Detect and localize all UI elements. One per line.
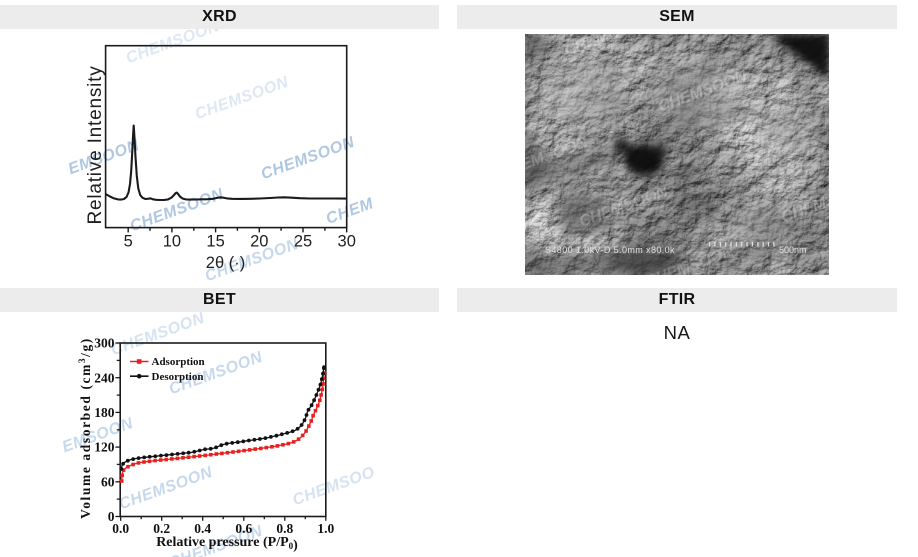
svg-text:5: 5	[124, 233, 133, 251]
svg-text:30: 30	[338, 233, 356, 251]
svg-text:15: 15	[206, 233, 224, 251]
svg-text:60: 60	[101, 474, 115, 489]
svg-text:S4800 1.0kV-D 5.0mm x80.0k: S4800 1.0kV-D 5.0mm x80.0k	[545, 245, 675, 255]
svg-text:120: 120	[94, 440, 115, 455]
svg-text:0.2: 0.2	[153, 521, 170, 536]
svg-text:Relative pressure (P/P0): Relative pressure (P/P0)	[156, 535, 298, 553]
svg-text:0: 0	[108, 509, 115, 524]
svg-text:Adsorption: Adsorption	[152, 356, 205, 368]
svg-text:180: 180	[94, 405, 115, 420]
svg-text:300: 300	[94, 336, 115, 351]
svg-text:1.0: 1.0	[317, 521, 334, 536]
svg-text:0.4: 0.4	[194, 521, 211, 536]
svg-text:Desorption: Desorption	[152, 371, 204, 383]
svg-text:0.8: 0.8	[276, 521, 293, 536]
svg-text:Volume adsorbed (cm3/g): Volume adsorbed (cm3/g)	[77, 337, 93, 519]
svg-text:2θ (·): 2θ (·)	[206, 254, 245, 272]
svg-text:0.6: 0.6	[235, 521, 252, 536]
svg-text:10: 10	[163, 233, 181, 251]
svg-text:Relative Intensity: Relative Intensity	[85, 65, 106, 224]
svg-text:20: 20	[250, 233, 268, 251]
svg-text:500nm: 500nm	[779, 245, 807, 255]
svg-text:240: 240	[94, 370, 115, 385]
svg-text:25: 25	[294, 233, 312, 251]
svg-text:0.0: 0.0	[112, 521, 129, 536]
